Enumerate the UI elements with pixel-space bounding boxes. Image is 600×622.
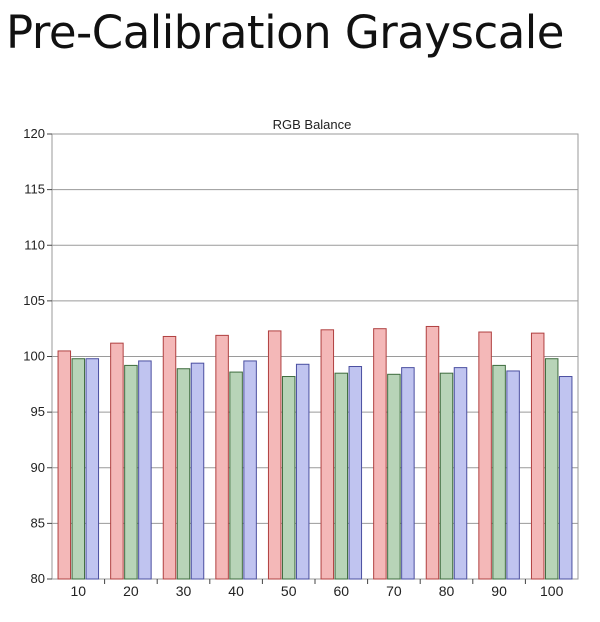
x-tick-label: 10 <box>71 583 87 599</box>
bar <box>478 331 492 580</box>
bar <box>320 329 335 580</box>
bar <box>334 372 349 580</box>
bar <box>215 334 229 580</box>
rgb-balance-chart: RGB Balance 80 85 90 95 100 105 110 115 120 10 20… <box>23 117 579 599</box>
bar <box>506 370 520 580</box>
bar <box>387 373 401 580</box>
bar <box>138 360 152 580</box>
chart-title: RGB Balance <box>273 117 352 132</box>
bar <box>295 363 310 580</box>
page-title: Pre-Calibration Grayscale <box>6 6 564 59</box>
x-tick-label: 40 <box>228 583 244 599</box>
bar <box>530 332 545 580</box>
bar <box>544 358 559 580</box>
bar <box>176 368 191 580</box>
x-axis: 10 20 30 40 50 60 70 80 90 100 <box>71 579 564 599</box>
bar <box>124 364 138 580</box>
y-tick-label: 90 <box>31 460 45 475</box>
x-tick-label: 60 <box>334 583 350 599</box>
y-axis: 80 85 90 95 100 105 110 115 120 <box>23 126 52 586</box>
y-tick-label: 95 <box>31 404 45 419</box>
x-tick-label: 80 <box>439 583 455 599</box>
x-tick-label: 70 <box>386 583 402 599</box>
y-tick-label: 120 <box>23 126 45 141</box>
bar <box>110 342 124 580</box>
y-tick-label: 110 <box>24 237 45 252</box>
bar <box>558 376 573 580</box>
bar <box>492 364 506 580</box>
x-tick-label: 50 <box>281 583 297 599</box>
x-tick-label: 100 <box>540 583 564 599</box>
bar <box>373 328 387 580</box>
bar <box>401 367 415 580</box>
y-tick-label: 115 <box>24 182 45 197</box>
y-tick-label: 80 <box>31 571 45 586</box>
y-tick-label: 105 <box>23 293 45 308</box>
bar <box>243 360 257 580</box>
bar <box>190 362 205 580</box>
bar <box>71 358 86 580</box>
bar <box>85 358 100 580</box>
bar <box>162 335 177 580</box>
bar <box>267 330 282 580</box>
x-tick-label: 30 <box>176 583 192 599</box>
y-tick-label: 85 <box>31 515 45 530</box>
bar <box>57 350 72 580</box>
x-tick-label: 20 <box>123 583 139 599</box>
bar-series <box>57 325 573 580</box>
bar <box>425 325 440 580</box>
x-tick-label: 90 <box>491 583 507 599</box>
bar <box>229 371 243 580</box>
bar <box>453 367 468 580</box>
y-tick-label: 100 <box>23 349 45 364</box>
bar <box>348 366 363 580</box>
bar <box>439 372 454 580</box>
bar <box>281 376 296 580</box>
